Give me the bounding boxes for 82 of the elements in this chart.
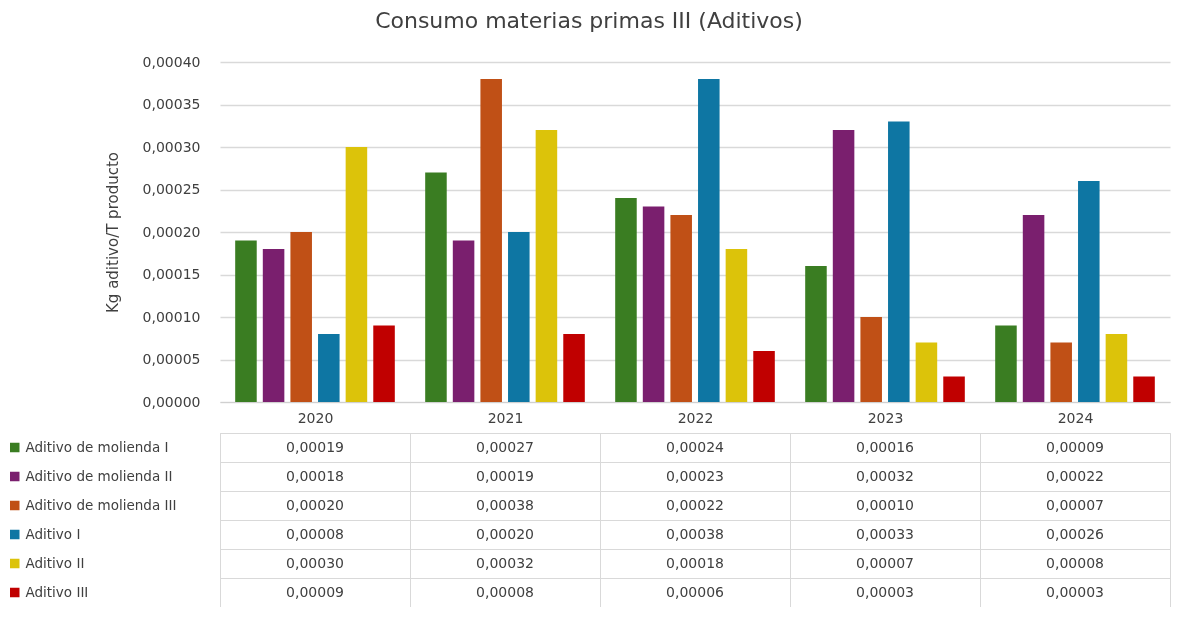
data-label: 0,00027 bbox=[476, 438, 534, 455]
y-tick-label: 0,00000 bbox=[142, 393, 201, 410]
x-tick-label: 2022 bbox=[677, 409, 714, 426]
data-label: 0,00032 bbox=[856, 467, 914, 484]
bar bbox=[753, 351, 775, 402]
bar bbox=[670, 215, 692, 402]
bar bbox=[1105, 334, 1128, 402]
data-label: 0,00020 bbox=[476, 525, 534, 542]
y-axis-title: Kg aditivo/T producto bbox=[103, 152, 122, 313]
data-label: 0,00006 bbox=[666, 583, 725, 600]
data-label: 0,00023 bbox=[666, 467, 724, 484]
bar bbox=[725, 249, 748, 402]
chart-title: Consumo materias primas III (Aditivos) bbox=[375, 8, 803, 33]
legend-label: Aditivo II bbox=[25, 554, 85, 571]
data-label: 0,00008 bbox=[1046, 554, 1104, 571]
bar bbox=[508, 232, 530, 402]
bar bbox=[642, 206, 665, 402]
bar bbox=[235, 240, 257, 402]
bar bbox=[1078, 181, 1100, 402]
legend-label: Aditivo I bbox=[25, 525, 81, 542]
data-label: 0,00018 bbox=[286, 467, 344, 484]
data-label: 0,00009 bbox=[1046, 438, 1104, 455]
data-label: 0,00038 bbox=[476, 496, 534, 513]
bar bbox=[860, 317, 882, 402]
y-tick-label: 0,00005 bbox=[142, 351, 201, 367]
bar bbox=[480, 79, 502, 402]
data-label: 0,00020 bbox=[286, 496, 344, 513]
bar bbox=[373, 325, 395, 402]
bar bbox=[615, 198, 637, 402]
data-label: 0,00038 bbox=[666, 525, 724, 542]
legend-label: Aditivo de molienda I bbox=[25, 438, 169, 455]
bar bbox=[318, 334, 340, 402]
data-label: 0,00024 bbox=[666, 438, 725, 455]
data-label: 0,00008 bbox=[476, 583, 534, 600]
x-tick-label: 2021 bbox=[487, 409, 524, 426]
bar bbox=[563, 334, 585, 402]
bar bbox=[1133, 376, 1155, 402]
y-tick-label: 0,00020 bbox=[142, 223, 201, 240]
bar bbox=[262, 249, 285, 402]
bar bbox=[1022, 215, 1045, 402]
x-tick-label: 2020 bbox=[297, 409, 334, 426]
bar bbox=[452, 240, 475, 402]
legend-label: Aditivo III bbox=[25, 583, 89, 600]
data-label: 0,00008 bbox=[286, 525, 344, 542]
bar bbox=[535, 130, 558, 402]
data-label: 0,00033 bbox=[856, 525, 914, 542]
bar bbox=[290, 232, 312, 402]
y-tick-label: 0,00025 bbox=[142, 181, 201, 197]
data-label: 0,00018 bbox=[666, 554, 724, 571]
bar bbox=[345, 147, 368, 402]
data-label: 0,00019 bbox=[476, 467, 534, 484]
bar bbox=[425, 172, 447, 402]
data-label: 0,00003 bbox=[1046, 583, 1104, 600]
data-label: 0,00032 bbox=[476, 554, 534, 571]
data-label: 0,00007 bbox=[856, 554, 914, 571]
y-tick-label: 0,00035 bbox=[142, 96, 201, 112]
bar bbox=[1050, 342, 1072, 402]
y-tick-label: 0,00030 bbox=[142, 138, 201, 155]
data-label: 0,00026 bbox=[1046, 525, 1105, 542]
legend-label: Aditivo de molienda II bbox=[25, 467, 173, 484]
data-label: 0,00010 bbox=[856, 496, 914, 513]
data-label: 0,00016 bbox=[856, 438, 915, 455]
y-tick-label: 0,00040 bbox=[142, 53, 201, 70]
bar bbox=[805, 266, 827, 402]
y-tick-label: 0,00010 bbox=[142, 308, 201, 325]
data-label: 0,00009 bbox=[286, 583, 344, 600]
bar bbox=[995, 325, 1017, 402]
data-label: 0,00019 bbox=[286, 438, 344, 455]
bar bbox=[915, 342, 938, 402]
bar bbox=[832, 130, 855, 402]
bar bbox=[943, 376, 965, 402]
data-label: 0,00007 bbox=[1046, 496, 1104, 513]
legend-label: Aditivo de molienda III bbox=[25, 496, 177, 513]
bar bbox=[698, 79, 720, 402]
y-tick-label: 0,00015 bbox=[142, 266, 201, 282]
x-tick-label: 2024 bbox=[1057, 409, 1094, 426]
x-tick-label: 2023 bbox=[867, 409, 904, 426]
data-label: 0,00022 bbox=[666, 496, 724, 513]
data-label: 0,00003 bbox=[856, 583, 914, 600]
data-label: 0,00022 bbox=[1046, 467, 1104, 484]
bar bbox=[888, 121, 910, 402]
data-label: 0,00030 bbox=[286, 554, 344, 571]
